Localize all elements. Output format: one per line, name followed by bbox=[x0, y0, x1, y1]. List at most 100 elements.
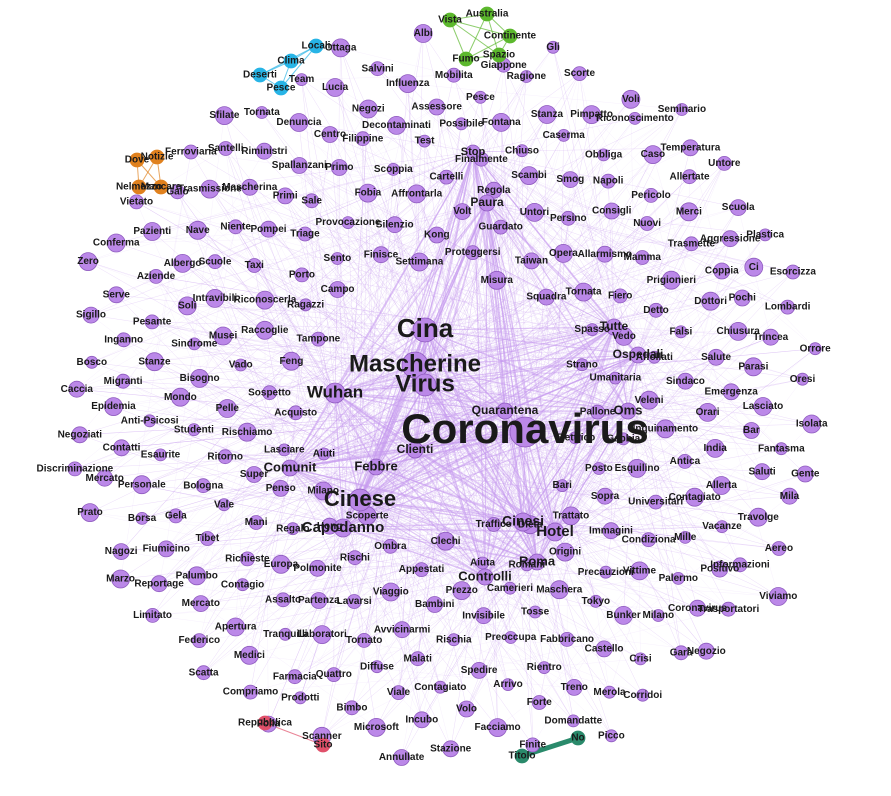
edge bbox=[289, 261, 420, 469]
edge bbox=[424, 150, 523, 331]
node-label: Denuncia bbox=[276, 117, 321, 128]
edge bbox=[486, 202, 600, 469]
graph-node bbox=[592, 462, 606, 475]
graph-node bbox=[716, 155, 732, 171]
edge bbox=[375, 151, 474, 468]
edge bbox=[334, 326, 615, 394]
edge bbox=[424, 118, 636, 386]
edge bbox=[623, 354, 639, 616]
edge bbox=[305, 304, 416, 366]
graph-node bbox=[290, 157, 308, 174]
node-label: Contagiato bbox=[414, 682, 466, 693]
edge bbox=[363, 364, 416, 641]
edge bbox=[121, 180, 609, 448]
node-label: Vale bbox=[214, 499, 234, 510]
graph-node bbox=[196, 665, 212, 681]
edge bbox=[340, 47, 454, 76]
graph-node bbox=[612, 288, 628, 304]
green-node bbox=[442, 12, 458, 28]
edge bbox=[472, 151, 564, 254]
edge bbox=[522, 410, 629, 523]
graph-node bbox=[188, 220, 208, 240]
edge bbox=[390, 354, 639, 593]
node-label: Milano bbox=[642, 610, 674, 621]
major-node bbox=[348, 488, 372, 512]
graph-node bbox=[453, 203, 471, 221]
edge bbox=[301, 274, 416, 451]
graph-node bbox=[446, 67, 462, 83]
edge bbox=[398, 629, 403, 693]
graph-node bbox=[585, 323, 599, 337]
node-label: Aziende bbox=[137, 271, 176, 282]
node-label: Stazione bbox=[430, 743, 472, 754]
edge bbox=[141, 484, 698, 609]
edge bbox=[522, 468, 638, 523]
node-label: Spallanzani bbox=[272, 160, 327, 171]
edge bbox=[613, 211, 690, 328]
edge bbox=[333, 202, 488, 675]
cluster-edge bbox=[280, 45, 317, 89]
edge bbox=[299, 165, 526, 433]
major-node bbox=[406, 441, 424, 459]
edge bbox=[289, 354, 639, 469]
node-label: Repubblica bbox=[238, 718, 292, 729]
edge bbox=[116, 234, 437, 244]
edge bbox=[254, 265, 695, 498]
edge bbox=[611, 210, 615, 328]
graph-node bbox=[491, 113, 511, 132]
graph-node bbox=[239, 645, 259, 665]
edge bbox=[480, 97, 556, 533]
edge bbox=[334, 289, 338, 394]
edge bbox=[445, 73, 580, 542]
node-label: Emergenza bbox=[705, 386, 759, 397]
edge bbox=[334, 392, 556, 533]
graph-node bbox=[677, 453, 693, 469]
node-label: Bar bbox=[743, 425, 760, 436]
node-label: Veleni bbox=[635, 395, 664, 406]
node-label: Posto bbox=[585, 463, 613, 474]
edge bbox=[554, 271, 794, 533]
graph-node bbox=[255, 320, 275, 340]
graph-node bbox=[561, 506, 581, 526]
graph-node bbox=[744, 257, 764, 277]
edge bbox=[104, 202, 488, 479]
edge bbox=[424, 329, 556, 533]
graph-node bbox=[701, 291, 720, 311]
edge bbox=[486, 202, 615, 328]
node-label: Chiusura bbox=[717, 326, 761, 337]
edge bbox=[377, 68, 474, 153]
node-label: Falsi bbox=[670, 326, 693, 337]
node-label: Inquinamento bbox=[633, 423, 699, 434]
node-label: Ottaga bbox=[325, 43, 357, 54]
node-label: Spazio bbox=[483, 50, 515, 61]
node-label: Sfilate bbox=[209, 110, 239, 121]
graph-node bbox=[213, 326, 233, 346]
node-label: Pallone bbox=[580, 407, 616, 418]
edge bbox=[284, 448, 782, 451]
edge bbox=[121, 151, 474, 552]
edge bbox=[532, 570, 640, 746]
graph-node bbox=[627, 458, 647, 478]
major-node bbox=[412, 317, 438, 343]
edge bbox=[74, 449, 416, 470]
graph-node bbox=[275, 592, 291, 608]
graph-node bbox=[217, 399, 237, 418]
node-label: Prezzo bbox=[446, 585, 478, 596]
graph-node bbox=[673, 645, 689, 661]
graph-node bbox=[574, 282, 593, 302]
node-label: Facciamo bbox=[475, 722, 521, 733]
edge bbox=[500, 122, 506, 412]
edge bbox=[152, 321, 506, 412]
node-label: Finalmente bbox=[455, 154, 508, 165]
node-label: Quattro bbox=[316, 669, 352, 680]
node-label: Raccoglie bbox=[241, 325, 289, 336]
node-label: Vado bbox=[229, 360, 253, 371]
edge bbox=[190, 151, 629, 412]
node-label: Tutte bbox=[600, 319, 629, 333]
graph-node bbox=[605, 729, 618, 743]
node-label: Mercato bbox=[86, 473, 124, 484]
edge bbox=[466, 326, 615, 710]
node-label: Rischia bbox=[436, 634, 472, 645]
graph-node bbox=[661, 270, 681, 290]
node-label: Detto bbox=[643, 305, 669, 316]
